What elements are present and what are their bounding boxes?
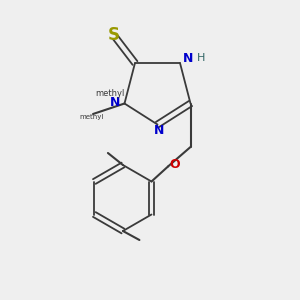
Text: methyl: methyl bbox=[95, 88, 124, 98]
Text: N: N bbox=[154, 124, 164, 137]
Text: O: O bbox=[169, 158, 180, 172]
Text: methyl: methyl bbox=[79, 113, 104, 119]
Text: N: N bbox=[183, 52, 194, 65]
Text: N: N bbox=[110, 95, 120, 109]
Text: S: S bbox=[108, 26, 120, 44]
Text: H: H bbox=[196, 53, 205, 64]
